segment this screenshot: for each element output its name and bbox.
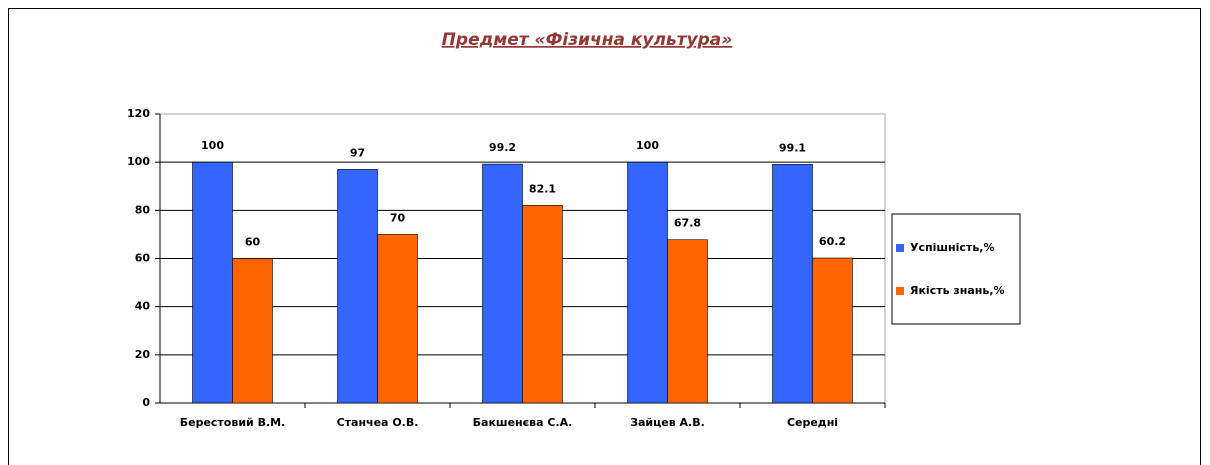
legend-label: Успішність,% [910, 241, 994, 254]
bar [812, 257, 853, 404]
legend-label: Якість знань,% [910, 284, 1005, 297]
bar [232, 258, 273, 404]
x-tick-label: Станчеа О.В. [337, 416, 419, 429]
y-tick-label: 100 [127, 155, 150, 168]
data-label: 60.2 [819, 235, 846, 248]
y-tick-label: 80 [135, 203, 151, 216]
bar [482, 163, 523, 404]
bar [377, 234, 418, 404]
x-tick-label: Бакшенєва С.А. [473, 416, 573, 429]
data-label: 70 [390, 211, 406, 224]
data-label: 67.8 [674, 217, 701, 230]
bar [522, 204, 563, 404]
bar [772, 164, 813, 404]
y-tick-label: 0 [142, 396, 150, 409]
legend-swatch [896, 287, 904, 295]
bar [627, 161, 668, 404]
x-tick-label: Зайцев А.В. [630, 416, 705, 429]
y-tick-label: 40 [135, 300, 151, 313]
data-label: 100 [636, 139, 659, 152]
data-label: 100 [201, 139, 224, 152]
data-label: 99.1 [779, 141, 806, 154]
bar [337, 169, 378, 404]
data-label: 97 [350, 146, 365, 159]
y-tick-label: 120 [127, 107, 150, 120]
bar [192, 161, 233, 404]
y-tick-label: 60 [135, 252, 151, 265]
legend-box [891, 213, 1021, 325]
x-tick-label: Середні [787, 416, 838, 429]
data-label: 82.1 [529, 182, 556, 195]
data-label: 60 [245, 236, 261, 249]
data-label: 99.2 [489, 141, 516, 154]
bar [667, 239, 708, 404]
y-tick-label: 20 [135, 348, 151, 361]
chart-title: Предмет «Фізична культура» [442, 30, 733, 50]
x-tick-label: Берестовий В.М. [180, 416, 286, 429]
legend-swatch [896, 244, 904, 252]
